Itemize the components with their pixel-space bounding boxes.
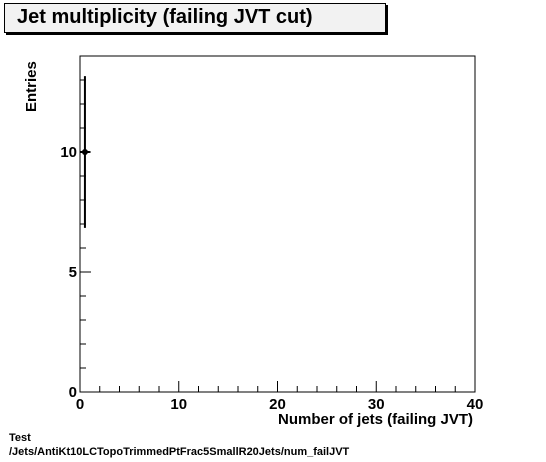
plot-title-box: Jet multiplicity (failing JVT cut) <box>4 3 386 33</box>
plot-frame <box>79 55 476 393</box>
x-tick-label: 30 <box>368 396 385 413</box>
y-tick-label: 0 <box>69 384 77 401</box>
x-tick-label: 0 <box>76 396 84 413</box>
y-axis-tick-labels: 0 5 10 <box>60 144 77 401</box>
y-axis-title: Entries <box>23 61 40 112</box>
x-tick-label: 10 <box>170 396 187 413</box>
data-points <box>80 76 90 228</box>
x-axis-tick-labels: 0 10 20 30 40 <box>76 396 484 413</box>
data-point <box>81 149 88 155</box>
footer-label: Test <box>9 432 31 444</box>
x-tick-label: 20 <box>269 396 286 413</box>
x-axis-title: Number of jets (failing JVT) <box>278 411 473 428</box>
y-tick-label: 10 <box>60 144 77 161</box>
footer-path: /Jets/AntiKt10LCTopoTrimmedPtFrac5SmallR… <box>9 446 350 458</box>
plot-title: Jet multiplicity (failing JVT cut) <box>17 6 313 28</box>
x-tick-label: 40 <box>467 396 484 413</box>
y-tick-label: 5 <box>69 264 77 281</box>
x-axis-ticks <box>79 381 476 392</box>
